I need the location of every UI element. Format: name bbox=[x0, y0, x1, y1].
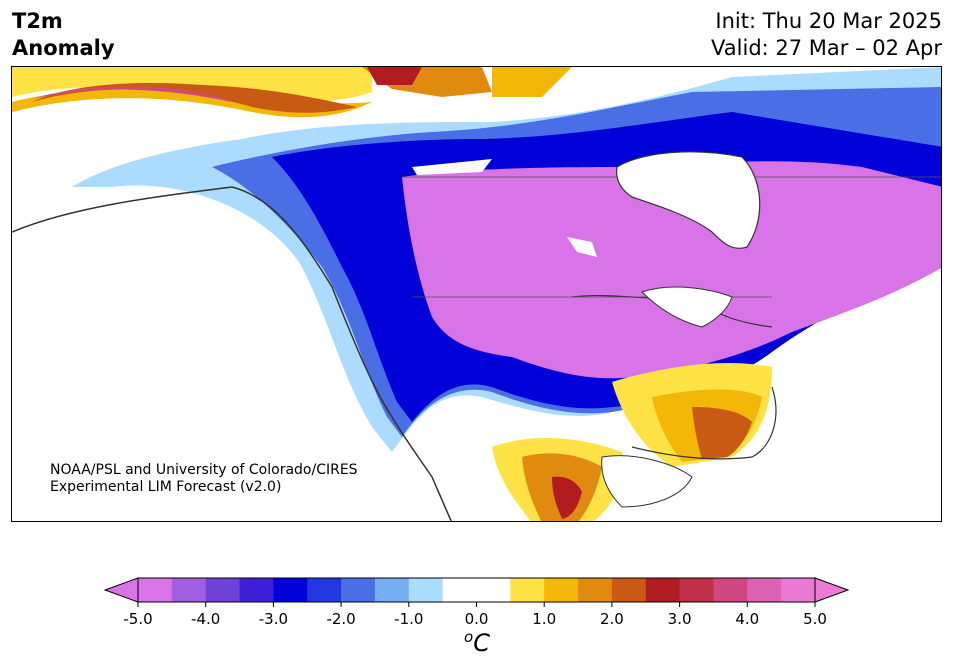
map-canvas bbox=[12, 67, 941, 521]
colorbar-over-arrow bbox=[814, 577, 850, 603]
colorbar-bin bbox=[781, 578, 816, 602]
colorbar-bin bbox=[544, 578, 579, 602]
colorbar-bin bbox=[510, 578, 545, 602]
great-lakes bbox=[641, 286, 733, 328]
colorbar-tick-label: -4.0 bbox=[191, 610, 220, 628]
colorbar-bin bbox=[713, 578, 748, 602]
colorbar-bin bbox=[239, 578, 274, 602]
colorbar-tick-label: 1.0 bbox=[532, 610, 556, 628]
colorbar-tick-label: 4.0 bbox=[735, 610, 759, 628]
title-line-1: T2m bbox=[12, 9, 63, 33]
cold-core bbox=[402, 161, 941, 379]
colorbar-bin bbox=[645, 578, 681, 602]
colorbar-bin bbox=[476, 578, 511, 602]
colorbar-bin bbox=[138, 578, 173, 602]
anomaly-map: NOAA/PSL and University of Colorado/CIRE… bbox=[11, 66, 942, 522]
colorbar: -5.0 -4.0 -3.0 -2.0 -1.0 0.0 1.0 2.0 3.0 4.0 5.0 bbox=[0, 570, 954, 671]
colorbar-tick-label: -2.0 bbox=[326, 610, 355, 628]
colorbar-tick-label: 2.0 bbox=[600, 610, 624, 628]
credit-line-2: Experimental LIM Forecast (v2.0) bbox=[50, 479, 282, 495]
unit-letter: C bbox=[473, 629, 490, 657]
coastline bbox=[12, 186, 452, 521]
credit-line-1: NOAA/PSL and University of Colorado/CIRE… bbox=[50, 462, 358, 478]
colorbar-bin bbox=[307, 578, 342, 602]
colorbar-tick-label: -1.0 bbox=[394, 610, 423, 628]
credit-text: NOAA/PSL and University of Colorado/CIRE… bbox=[50, 462, 358, 496]
colorbar-bin bbox=[374, 578, 410, 602]
valid-range: Valid: 27 Mar – 02 Apr bbox=[711, 36, 942, 60]
colorbar-unit: oC bbox=[0, 628, 954, 657]
colorbar-bin bbox=[341, 578, 376, 602]
colorbar-tick-label: 5.0 bbox=[803, 610, 827, 628]
title-line-2: Anomaly bbox=[12, 36, 115, 60]
colorbar-bin bbox=[747, 578, 782, 602]
colorbar-bin bbox=[611, 578, 647, 602]
colorbar-graphic: -5.0 -4.0 -3.0 -2.0 -1.0 0.0 1.0 2.0 3.0 4.0 5.0 bbox=[103, 577, 850, 628]
colorbar-bin bbox=[679, 578, 714, 602]
hudson-bay bbox=[615, 151, 761, 249]
unit-degree: o bbox=[464, 628, 474, 646]
forecast-dates: Init: Thu 20 Mar 2025 Valid: 27 Mar – 02… bbox=[711, 8, 942, 62]
colorbar-bin bbox=[273, 578, 308, 602]
colorbar-bin bbox=[408, 578, 444, 602]
colorbar-tick-label: 0.0 bbox=[465, 610, 489, 628]
map-title: T2m Anomaly bbox=[12, 8, 115, 62]
colorbar-bin bbox=[205, 578, 241, 602]
init-date: Init: Thu 20 Mar 2025 bbox=[715, 9, 942, 33]
colorbar-tick-label: -5.0 bbox=[123, 610, 152, 628]
colorbar-under-arrow bbox=[103, 577, 139, 603]
colorbar-bin bbox=[578, 578, 613, 602]
gulf-of-mexico bbox=[601, 455, 693, 508]
colorbar-tick-label: -3.0 bbox=[259, 610, 288, 628]
colorbar-tick-label: 3.0 bbox=[668, 610, 692, 628]
colorbar-bin bbox=[442, 578, 477, 602]
colorbar-bin bbox=[171, 578, 207, 602]
